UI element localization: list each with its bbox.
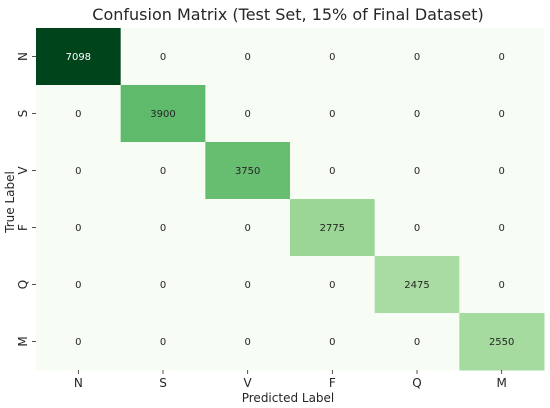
cell-value-M-N: 0 [75, 337, 81, 348]
cell-value-F-N: 0 [75, 223, 81, 234]
cell-value-Q-Q: 2475 [404, 280, 429, 291]
cell-value-V-F: 0 [329, 166, 335, 177]
cell-value-F-Q: 0 [414, 223, 420, 234]
cell-value-M-M: 2550 [489, 337, 514, 348]
heatmap-cell-M-F [290, 313, 376, 371]
heatmap-cell-V-S [120, 142, 206, 200]
heatmap-cells: 7098 0 0 0 0 0 0 3900 0 0 0 0 0 0 3750 0 0 0 0 0 0 2775 0 0 0 0 0 0… [36, 28, 545, 371]
heatmap-cell-S-V [205, 85, 291, 143]
heatmap-cell-Q-N [36, 256, 122, 314]
cell-value-S-F: 0 [329, 109, 335, 120]
x-tick-label-S: S [159, 376, 167, 390]
cell-value-Q-S: 0 [160, 280, 166, 291]
cell-value-F-F: 2775 [320, 223, 345, 234]
heatmap-cell-M-S [120, 313, 206, 371]
heatmap-cell-S-S [120, 85, 206, 143]
cell-value-S-Q: 0 [414, 109, 420, 120]
heatmap-cell-N-Q [374, 28, 460, 86]
heatmap-cell-S-N [36, 85, 122, 143]
cell-value-V-S: 0 [160, 166, 166, 177]
heatmap-cell-V-F [290, 142, 376, 200]
cell-value-M-F: 0 [329, 337, 335, 348]
heatmap-cell-V-M [459, 142, 545, 200]
chart-title: Confusion Matrix (Test Set, 15% of Final… [92, 5, 483, 24]
y-tick-label-S: S [16, 110, 30, 118]
x-tick-label-Q: Q [412, 376, 421, 390]
cell-value-V-M: 0 [498, 166, 504, 177]
cell-value-F-M: 0 [498, 223, 504, 234]
heatmap-cell-M-N [36, 313, 122, 371]
cell-value-Q-F: 0 [329, 280, 335, 291]
heatmap-cell-Q-S [120, 256, 206, 314]
cell-value-N-N: 7098 [66, 52, 91, 63]
heatmap-cell-M-V [205, 313, 291, 371]
y-tick-label-M: M [16, 336, 30, 346]
heatmap-cell-Q-M [459, 256, 545, 314]
cell-value-V-N: 0 [75, 166, 81, 177]
cell-value-V-V: 3750 [235, 166, 260, 177]
cell-value-S-M: 0 [498, 109, 504, 120]
cell-value-N-S: 0 [160, 52, 166, 63]
cell-value-N-M: 0 [498, 52, 504, 63]
heatmap-cell-V-V [205, 142, 291, 200]
cell-value-M-Q: 0 [414, 337, 420, 348]
x-axis-label: Predicted Label [242, 391, 335, 405]
y-tick-label-Q: Q [16, 280, 30, 289]
y-axis-ticks: N S V F Q M [16, 52, 36, 347]
cell-value-Q-V: 0 [244, 280, 250, 291]
heatmap-cell-N-V [205, 28, 291, 86]
heatmap-cell-N-M [459, 28, 545, 86]
cell-value-F-S: 0 [160, 223, 166, 234]
cell-value-S-N: 0 [75, 109, 81, 120]
cell-value-N-V: 0 [244, 52, 250, 63]
heatmap-cell-S-M [459, 85, 545, 143]
heatmap-cell-F-Q [374, 199, 460, 257]
cell-value-M-V: 0 [244, 337, 250, 348]
cell-value-N-Q: 0 [414, 52, 420, 63]
heatmap-cell-F-M [459, 199, 545, 257]
heatmap-cell-F-F [290, 199, 376, 257]
cell-value-M-S: 0 [160, 337, 166, 348]
cell-value-F-V: 0 [244, 223, 250, 234]
heatmap-cell-M-Q [374, 313, 460, 371]
heatmap-cell-N-N [36, 28, 122, 86]
cell-value-V-Q: 0 [414, 166, 420, 177]
heatmap-cell-Q-Q [374, 256, 460, 314]
cell-value-Q-N: 0 [75, 280, 81, 291]
cell-value-S-S: 3900 [150, 109, 175, 120]
heatmap-cell-V-Q [374, 142, 460, 200]
x-tick-label-M: M [496, 376, 506, 390]
x-tick-label-V: V [244, 376, 253, 390]
cell-value-Q-M: 0 [498, 280, 504, 291]
x-tick-label-F: F [329, 376, 336, 390]
y-tick-label-N: N [16, 52, 30, 61]
x-tick-label-N: N [74, 376, 83, 390]
heatmap-cell-M-M [459, 313, 545, 371]
heatmap-cell-F-S [120, 199, 206, 257]
heatmap-cell-F-V [205, 199, 291, 257]
heatmap-cell-V-N [36, 142, 122, 200]
heatmap-cell-F-N [36, 199, 122, 257]
heatmap-cell-Q-F [290, 256, 376, 314]
y-tick-label-V: V [16, 166, 30, 175]
y-axis-label: True Label [3, 171, 17, 234]
heatmap-cell-Q-V [205, 256, 291, 314]
heatmap-cell-N-S [120, 28, 206, 86]
heatmap-cell-S-F [290, 85, 376, 143]
cell-value-N-F: 0 [329, 52, 335, 63]
heatmap-cell-N-F [290, 28, 376, 86]
heatmap-cell-S-Q [374, 85, 460, 143]
cell-value-S-V: 0 [244, 109, 250, 120]
y-tick-label-F: F [16, 224, 30, 231]
